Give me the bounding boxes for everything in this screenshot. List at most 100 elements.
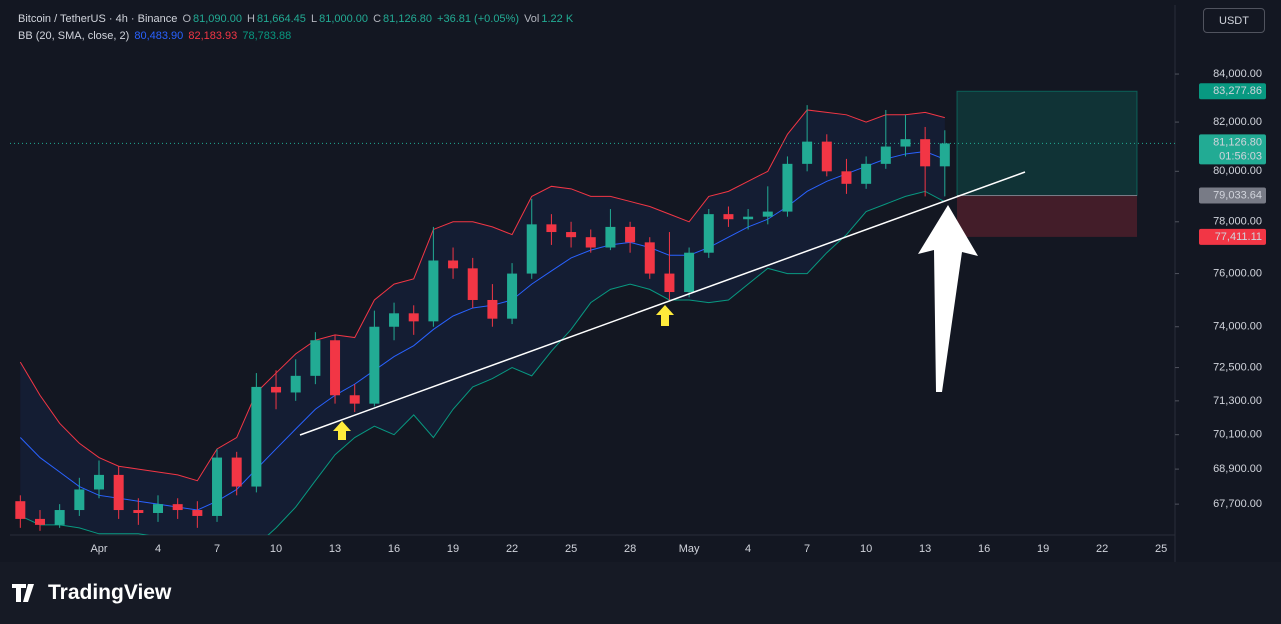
candle-body xyxy=(526,224,537,274)
x-tick-label: 4 xyxy=(745,543,751,555)
y-tick-label: 74,000.00 xyxy=(1213,321,1262,333)
indicator: BB (20, SMA, close, 2) xyxy=(18,30,130,42)
band-line xyxy=(19,109,945,482)
candle-body xyxy=(920,139,931,167)
last-price-label: 81,126.80 xyxy=(1213,136,1262,148)
candle-body xyxy=(507,273,518,319)
x-tick-label: 19 xyxy=(447,543,459,555)
y-tick-label: 72,500.00 xyxy=(1213,361,1262,373)
candle-body xyxy=(153,504,164,513)
change: +36.81 (+0.05%) xyxy=(437,13,519,25)
x-tick-label: Apr xyxy=(90,543,107,555)
ohlc-value: 81,090.00 xyxy=(193,13,242,25)
y-tick-label: 84,000.00 xyxy=(1213,68,1262,80)
candle-body xyxy=(605,226,616,248)
candle-body xyxy=(566,232,577,238)
candle-body xyxy=(94,474,104,490)
x-tick-label: 7 xyxy=(804,543,810,555)
candle-body xyxy=(330,340,341,396)
currency-button[interactable]: USDT xyxy=(1203,8,1265,33)
y-tick-label: 78,000.00 xyxy=(1213,216,1262,228)
logo xyxy=(12,584,34,602)
x-tick-label: 10 xyxy=(270,543,282,555)
candle-body xyxy=(585,237,596,248)
ohlc-label: H xyxy=(247,13,255,25)
loss-zone xyxy=(957,195,1137,237)
candle-body xyxy=(900,139,911,147)
last-price-badge xyxy=(1199,134,1266,165)
candle-body xyxy=(310,340,321,376)
price-badge xyxy=(1199,187,1266,204)
candle-body xyxy=(349,395,360,404)
brand: TradingView xyxy=(48,581,172,604)
ohlc-value: 81,000.00 xyxy=(319,13,369,25)
candle-body xyxy=(703,214,714,253)
indicator-row: BB (20, SMA, close, 2) 80,483.90 82,183.… xyxy=(18,28,575,45)
x-tick-label: 10 xyxy=(860,543,872,555)
countdown: 01:56:03 xyxy=(1219,150,1262,162)
ohlc-value: 81,126.80 xyxy=(383,13,432,25)
ohlc-label: L xyxy=(310,13,318,25)
price-badge xyxy=(1199,228,1266,245)
candle-body xyxy=(546,224,557,233)
x-tick-label: 4 xyxy=(155,543,161,555)
candle-body xyxy=(841,171,852,184)
bb-value: 78,783.88 xyxy=(242,30,292,42)
candle-body xyxy=(369,326,380,404)
band-line xyxy=(20,190,946,535)
candle-body xyxy=(939,143,950,167)
x-tick-label: 7 xyxy=(214,543,220,555)
candle-body xyxy=(487,299,498,319)
ohlc-label: O xyxy=(182,13,192,25)
arrow xyxy=(333,421,351,440)
candle-body xyxy=(802,141,813,164)
y-tick-label: 70,100.00 xyxy=(1213,429,1262,441)
y-tick-label: 67,700.00 xyxy=(1213,498,1262,510)
x-tick-label: 28 xyxy=(624,543,636,555)
candle-body xyxy=(448,260,459,269)
bb-value: 82,183.93 xyxy=(188,30,238,42)
candle-body xyxy=(743,216,754,220)
trend-line xyxy=(299,171,1026,436)
ohlc-label: C xyxy=(373,13,382,25)
x-tick-label: 16 xyxy=(978,543,990,555)
candle-body xyxy=(684,252,695,293)
x-tick-label: 22 xyxy=(506,543,518,555)
volume: 1.22 K xyxy=(541,13,574,25)
candle-body xyxy=(821,141,832,172)
candle-body xyxy=(762,211,773,217)
candle-body xyxy=(408,313,419,322)
price-badge-label: 83,277.86 xyxy=(1213,85,1262,97)
x-tick-label: 13 xyxy=(919,543,931,555)
x-tick-label: 13 xyxy=(329,543,341,555)
candle-body xyxy=(664,273,675,293)
y-tick-label: 71,300.00 xyxy=(1213,395,1262,407)
candle-body xyxy=(251,386,262,487)
candle-body xyxy=(192,510,203,516)
arrow xyxy=(918,205,978,392)
candle-body xyxy=(880,146,891,164)
candle-body xyxy=(428,260,439,322)
price-badge-label: 79,033.64 xyxy=(1213,189,1262,201)
candle-body xyxy=(271,386,282,393)
ohlc-value: 81,664.45 xyxy=(256,13,306,25)
candle-body xyxy=(625,226,636,243)
candle-body xyxy=(15,501,26,519)
candle-body xyxy=(231,457,242,487)
y-tick-label: 82,000.00 xyxy=(1213,116,1262,128)
arrow xyxy=(656,305,674,326)
y-tick-label: 80,000.00 xyxy=(1213,165,1262,177)
price-badge-label: 77,411.11 xyxy=(1215,231,1262,243)
candle-body xyxy=(172,504,183,511)
candle-body xyxy=(133,510,144,513)
x-tick-label: 25 xyxy=(1155,543,1167,555)
candle-body xyxy=(723,214,734,220)
candle-body xyxy=(644,242,655,274)
candle-body xyxy=(467,268,478,300)
candle-body xyxy=(34,518,45,525)
candle-body xyxy=(290,375,301,393)
plot xyxy=(10,90,1175,535)
candle-body xyxy=(54,510,65,525)
